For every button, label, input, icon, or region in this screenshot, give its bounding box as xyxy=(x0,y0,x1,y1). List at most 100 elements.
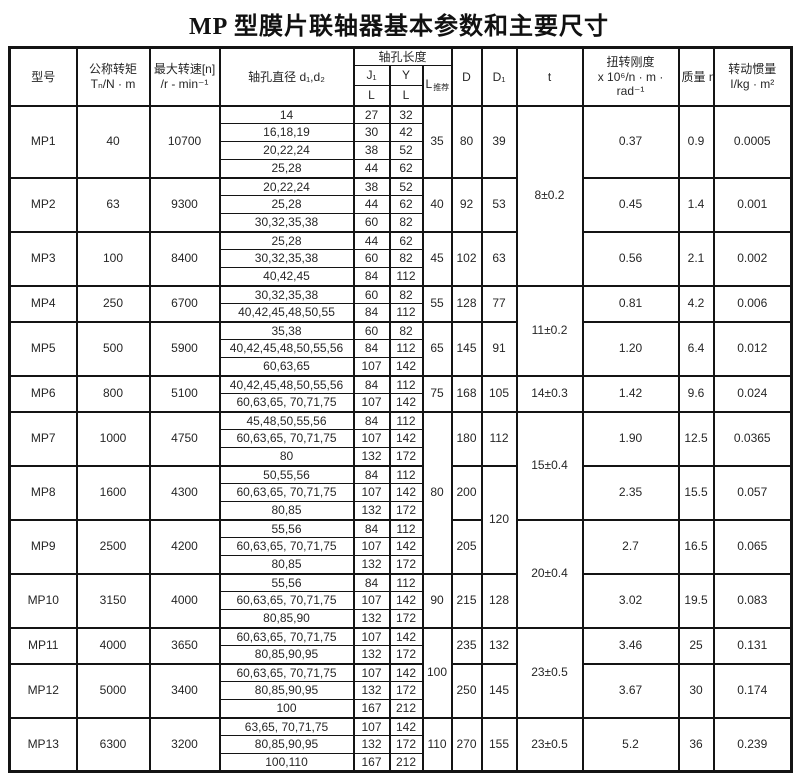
j1-length-cell: 60 xyxy=(352,249,390,268)
l-recommended-cell: 110 xyxy=(421,716,452,772)
j1-length-cell: 84 xyxy=(352,303,390,322)
col-header-speed: 最大转速[n] /r - min⁻¹ xyxy=(148,46,220,106)
d1-cell: 63 xyxy=(480,230,517,286)
bore-diameter-cell: 63,65, 70,71,75 xyxy=(218,716,354,736)
j1-length-cell: 44 xyxy=(352,195,390,214)
l-recommended-cell: 80 xyxy=(421,410,452,574)
j1-length-cell: 132 xyxy=(352,681,390,700)
stiffness-cell: 0.81 xyxy=(581,284,679,322)
speed-cell: 5100 xyxy=(148,374,220,412)
stiffness-cell: 3.46 xyxy=(581,626,679,664)
mass-cell: 36 xyxy=(677,716,714,772)
d1-cell: 77 xyxy=(480,284,517,322)
d1-cell: 91 xyxy=(480,320,517,376)
table-row: MP2 63 9300 20,22,24 38 52 40 92 53 0.45 1.4 0.001 xyxy=(8,176,792,232)
l-recommended-cell: 45 xyxy=(421,230,452,286)
page-title: MP 型膜片联轴器基本参数和主要尺寸 xyxy=(189,14,609,40)
inertia-cell: 0.0005 xyxy=(712,104,792,178)
table-row: MP5 500 5900 35,38 60 82 65 145 91 1.20 6.4 0.012 xyxy=(8,320,792,376)
bore-diameter-cell: 40,42,45,48,50,55,56 xyxy=(218,374,354,394)
speed-cell: 10700 xyxy=(148,104,220,178)
d1-cell: 112 xyxy=(480,410,517,466)
y-length-cell: 82 xyxy=(388,320,423,340)
table-header: 型号 公称转矩 Tₙ/N · m 最大转速[n] /r - min⁻¹ 轴孔直径… xyxy=(8,46,792,106)
bore-diameter-cell: 55,56 xyxy=(218,518,354,538)
l-rec-main-label: L xyxy=(425,77,433,92)
model-cell: MP5 xyxy=(8,320,77,376)
col-header-mass: 质量 m/kg xyxy=(677,46,714,106)
y-length-cell: 52 xyxy=(388,141,423,160)
model-cell: MP7 xyxy=(8,410,77,466)
inertia-cell: 0.002 xyxy=(712,230,792,286)
d-cell: 92 xyxy=(450,176,482,232)
bore-diameter-cell: 60,63,65, 70,71,75 xyxy=(218,626,354,646)
inertia-cell: 0.001 xyxy=(712,176,792,232)
y-length-cell: 142 xyxy=(388,626,423,646)
bore-diameter-cell: 80,85,90,95 xyxy=(218,681,354,700)
table-row: 60,63,65, 70,71,75 107 142 xyxy=(10,393,792,412)
bore-diameter-cell: 50,55,56 xyxy=(218,464,354,484)
y-length-cell: 112 xyxy=(388,464,423,484)
table-row: MP4 250 6700 30,32,35,38 60 82 55 128 77 11±0.2 0.… xyxy=(8,284,792,376)
bore-diameter-cell: 55,56 xyxy=(218,572,354,592)
table-row: 80,85,90,95 132 172 xyxy=(10,645,792,664)
bore-diameter-cell: 80 xyxy=(218,447,354,466)
torque-cell: 1600 xyxy=(75,464,150,520)
bore-diameter-cell: 20,22,24 xyxy=(218,141,354,160)
torque-cell: 5000 xyxy=(75,662,150,718)
mass-cell: 6.4 xyxy=(677,320,714,376)
bore-diameter-cell: 60,63,65, 70,71,75 xyxy=(218,591,354,610)
stiffness-cell: 3.02 xyxy=(581,572,679,628)
model-cell: MP4 xyxy=(8,284,77,322)
bore-diameter-cell: 25,28 xyxy=(218,195,354,214)
speed-cell: 4300 xyxy=(148,464,220,520)
col-header-model: 型号 xyxy=(8,46,77,106)
l-recommended-cell: 55 xyxy=(421,284,452,322)
j1-length-cell: 44 xyxy=(352,230,390,250)
t-cell: 23±0.5 xyxy=(515,716,583,772)
j1-length-cell: 84 xyxy=(352,518,390,538)
inertia-cell: 0.065 xyxy=(712,518,792,574)
j1-length-cell: 107 xyxy=(352,483,390,502)
table-row: 80,85 132 172 xyxy=(10,555,792,574)
speed-cell: 9300 xyxy=(148,176,220,232)
j1-length-cell: 107 xyxy=(352,716,390,736)
y-length-cell: 142 xyxy=(388,591,423,610)
d-cell: 250 xyxy=(450,662,482,718)
l-recommended-cell: 35 xyxy=(421,104,452,178)
model-cell: MP3 xyxy=(8,230,77,286)
inertia-cell: 0.012 xyxy=(712,320,792,376)
y-length-cell: 212 xyxy=(388,699,423,718)
inertia-cell: 0.057 xyxy=(712,464,792,520)
y-length-cell: 32 xyxy=(388,104,423,124)
stiffness-cell: 0.37 xyxy=(581,104,679,178)
stiffness-cell: 0.56 xyxy=(581,230,679,286)
col-header-torque: 公称转矩 Tₙ/N · m xyxy=(75,46,150,106)
table-row: MP6 800 5100 40,42,45,48,50,55,56 84 112 75 168… xyxy=(8,374,792,412)
d-cell: 102 xyxy=(450,230,482,286)
j1-length-cell: 132 xyxy=(352,645,390,664)
mass-cell: 12.5 xyxy=(677,410,714,466)
table-row: 20,22,24 38 52 xyxy=(10,141,792,160)
bore-diameter-cell: 16,18,19 xyxy=(218,123,354,142)
d1-cell: 53 xyxy=(480,176,517,232)
y-length-cell: 142 xyxy=(388,357,423,376)
table-row: 60,63,65 107 142 xyxy=(10,357,792,376)
d-cell: 180 xyxy=(450,410,482,466)
table-row: 25,28 44 62 xyxy=(10,159,792,178)
col-header-j1-l: L xyxy=(352,85,390,106)
j1-length-cell: 107 xyxy=(352,626,390,646)
table-row: 60,63,65, 70,71,75 107 142 xyxy=(10,537,792,556)
y-length-cell: 112 xyxy=(388,339,423,358)
col-header-j1: J₁ xyxy=(352,65,390,86)
j1-length-cell: 132 xyxy=(352,447,390,466)
d1-cell: 145 xyxy=(480,662,517,718)
bore-diameter-cell: 60,63,65, 70,71,75 xyxy=(218,537,354,556)
y-length-cell: 172 xyxy=(388,501,423,520)
j1-length-cell: 107 xyxy=(352,537,390,556)
mass-cell: 25 xyxy=(677,626,714,664)
bore-diameter-cell: 60,63,65, 70,71,75 xyxy=(218,483,354,502)
torque-cell: 63 xyxy=(75,176,150,232)
stiffness-label-line2: x 10⁶/n · m · xyxy=(597,69,664,84)
l-recommended-cell: 75 xyxy=(421,374,452,412)
